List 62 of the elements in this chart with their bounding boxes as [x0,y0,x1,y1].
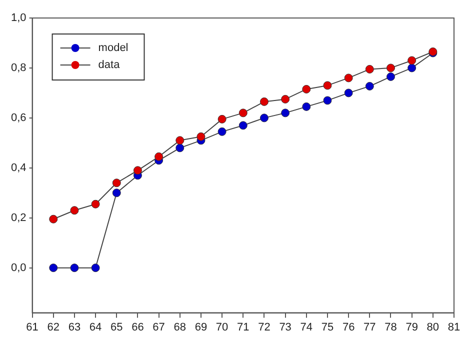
x-tick-label: 76 [342,321,355,334]
point [176,144,184,152]
x-tick-label: 67 [152,321,165,334]
point [260,97,268,106]
point [196,132,206,141]
y-tick-label: 0,0 [10,262,26,274]
x-tick-label: 78 [384,321,397,334]
point [218,114,226,124]
legend-label: model [98,42,128,54]
x-tick-label: 79 [406,321,418,334]
point [49,214,58,224]
x-tick-label: 63 [68,321,81,334]
y-tick-label: 0,8 [10,62,26,74]
y-tick-label: 1,0 [10,12,26,24]
point [344,88,353,98]
point [49,264,58,272]
x-tick-label: 81 [448,321,460,334]
point [218,127,226,136]
x-tick-label: 80 [426,321,440,334]
point [302,84,311,94]
point [281,94,290,104]
point [323,96,332,105]
point [154,152,164,161]
point [323,81,332,90]
x-tick-label: 71 [237,321,250,334]
point [70,264,79,272]
x-tick-label: 72 [258,321,270,334]
point [386,64,395,72]
x-tick-label: 61 [26,321,38,334]
point [70,206,79,215]
point [176,136,184,145]
point [91,264,100,272]
x-tick-label: 69 [194,321,208,334]
point [260,114,268,122]
point [91,200,100,208]
point [281,108,290,118]
x-tick-label: 65 [110,321,123,334]
x-tick-label: 74 [300,321,313,334]
legend-label: data [98,59,121,72]
point [365,64,374,74]
x-tick-label: 70 [216,321,228,334]
point [386,72,395,81]
point [302,102,311,111]
point [365,82,374,90]
y-tick-label: 0,6 [10,112,26,124]
x-tick-label: 75 [321,321,334,334]
x-tick-label: 68 [174,321,186,334]
x-tick-label: 77 [364,321,376,334]
y-tick-label: 0,2 [10,212,26,224]
point [238,108,248,118]
x-tick-label: 73 [279,321,292,334]
point [344,74,353,82]
point [238,121,248,130]
point [112,178,121,188]
point [408,64,416,72]
point [112,188,121,198]
point [408,56,416,65]
x-tick-label: 62 [47,321,60,334]
y-tick-label: 0,4 [10,162,26,174]
x-tick-label: 66 [132,321,144,334]
point [133,166,142,175]
x-tick-label: 64 [89,321,102,334]
